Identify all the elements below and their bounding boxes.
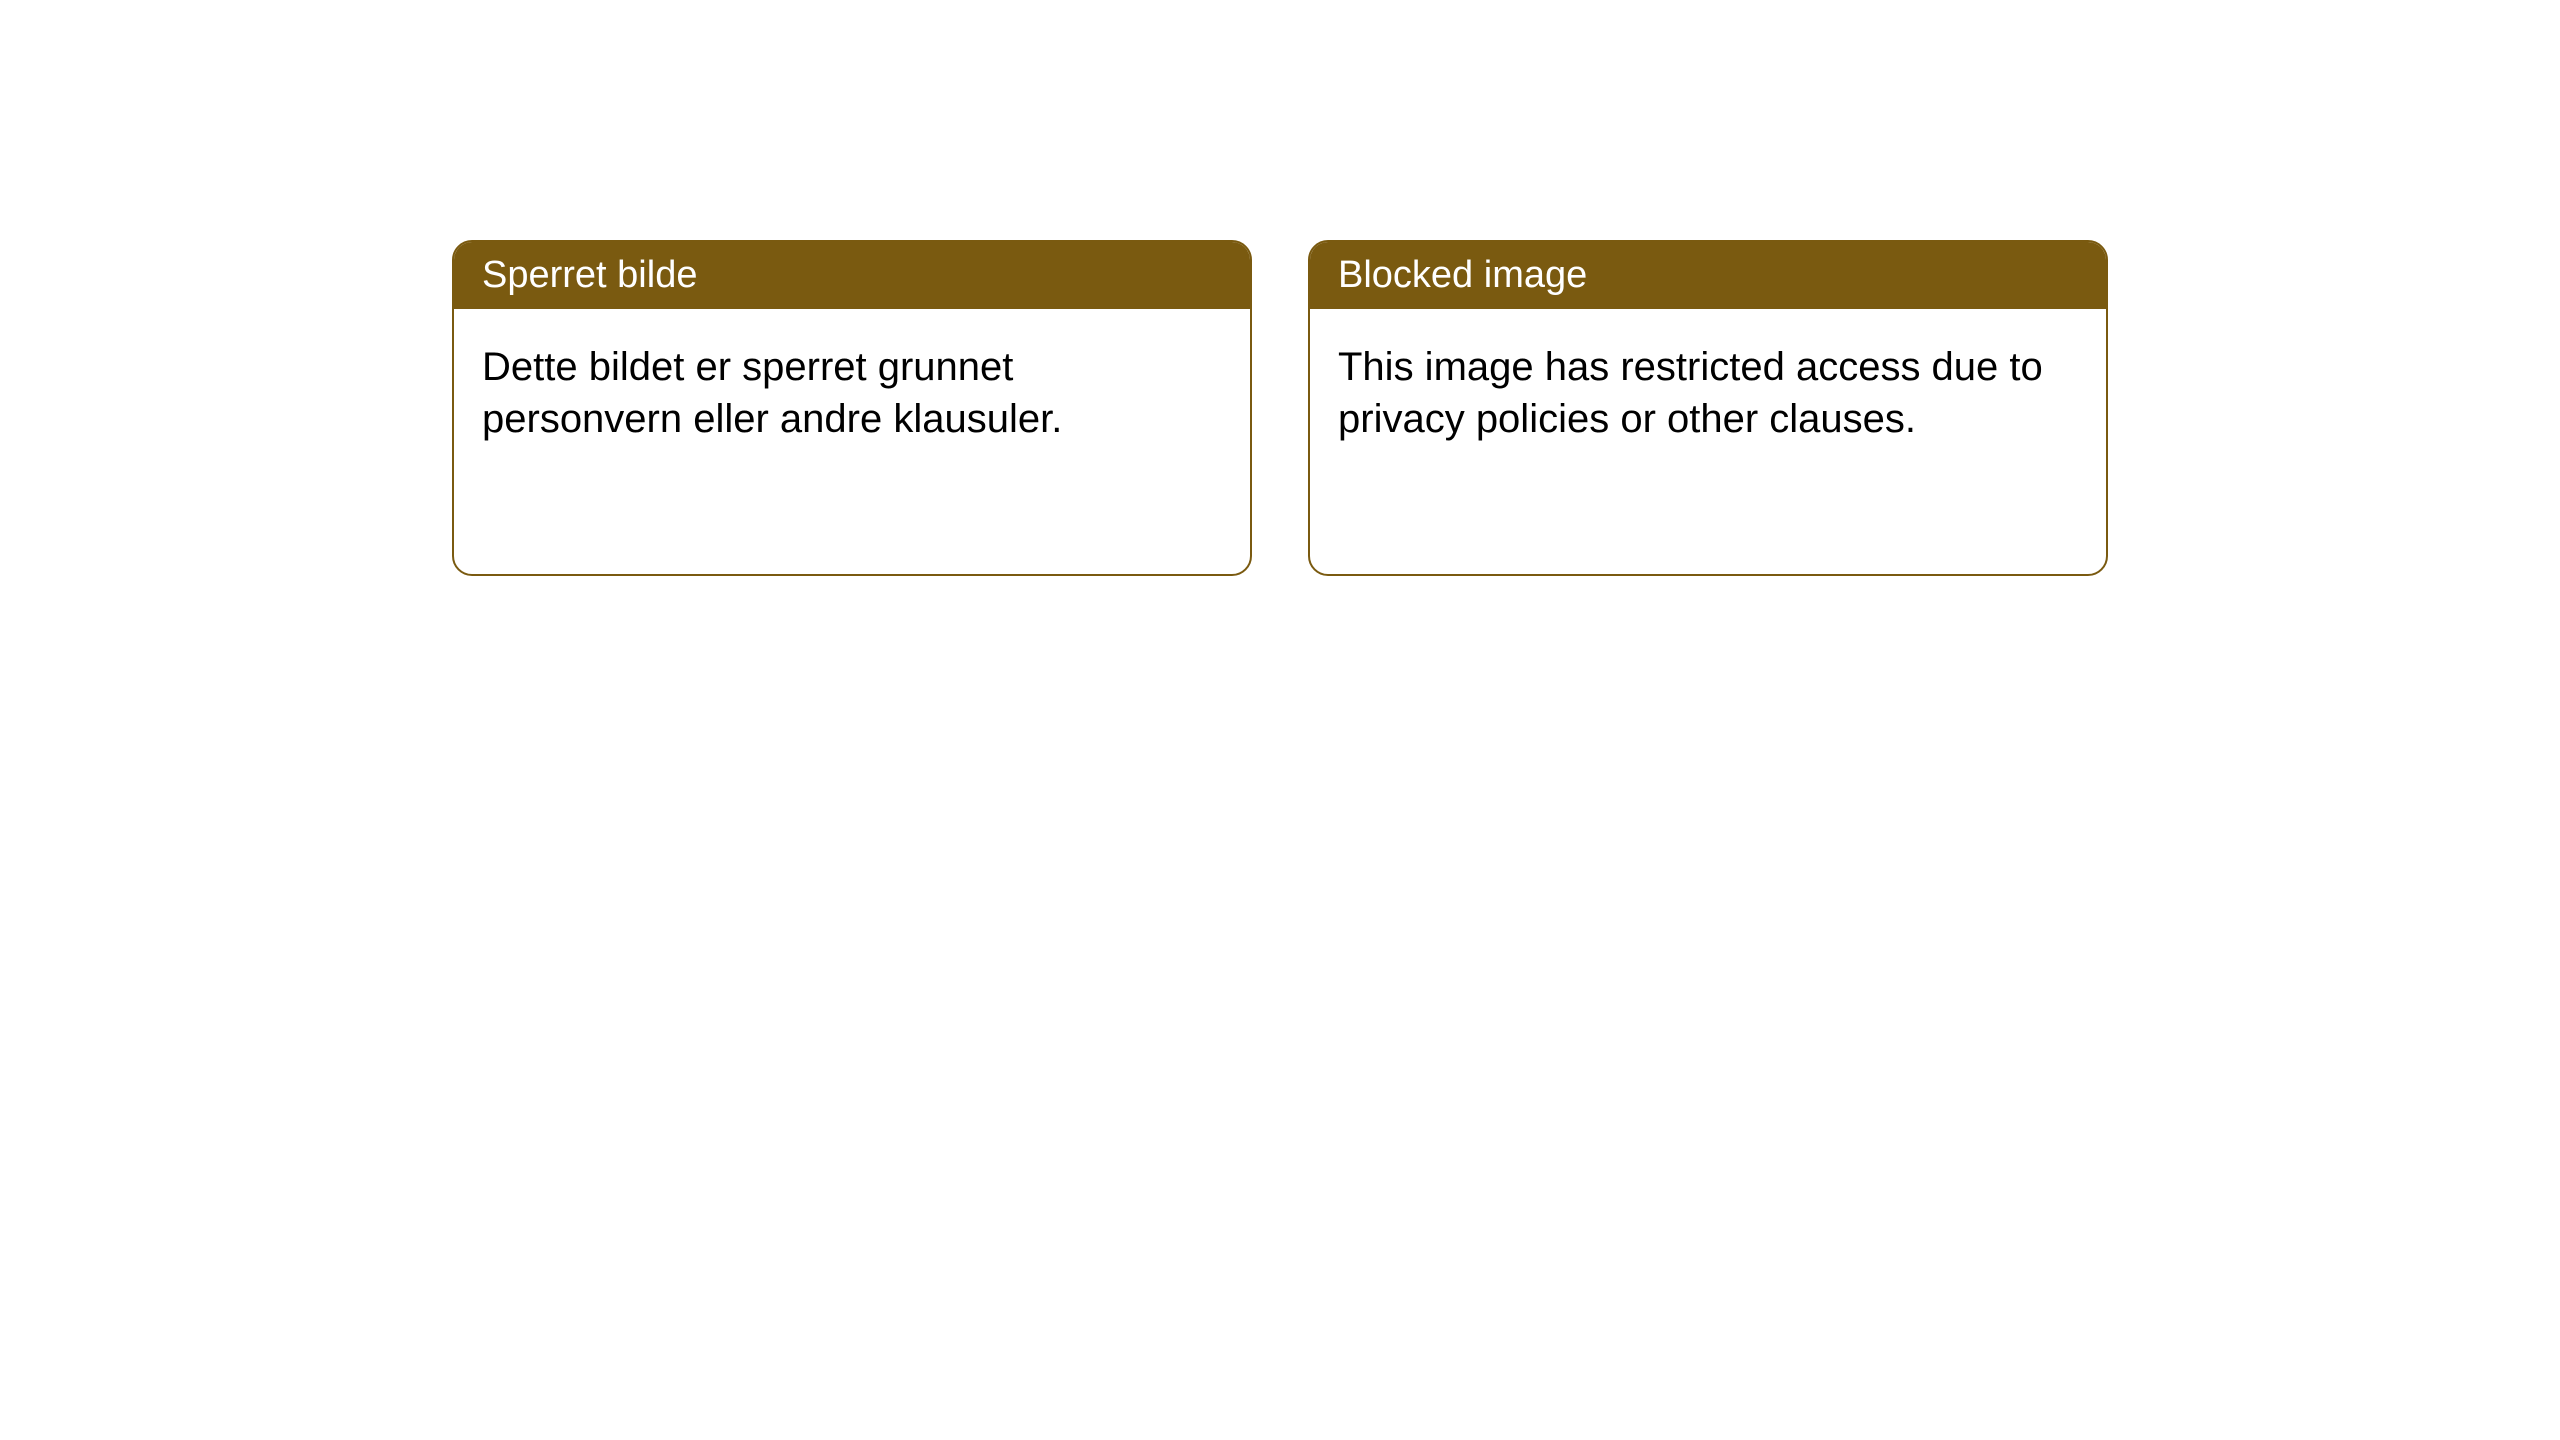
notice-container: Sperret bilde Dette bildet er sperret gr… bbox=[0, 0, 2560, 576]
card-header: Blocked image bbox=[1310, 242, 2106, 309]
card-title: Blocked image bbox=[1338, 254, 1587, 296]
card-header: Sperret bilde bbox=[454, 242, 1250, 309]
blocked-image-card-english: Blocked image This image has restricted … bbox=[1308, 240, 2108, 576]
card-body: Dette bildet er sperret grunnet personve… bbox=[454, 309, 1250, 477]
card-title: Sperret bilde bbox=[482, 254, 697, 296]
card-message: Dette bildet er sperret grunnet personve… bbox=[482, 345, 1062, 441]
card-message: This image has restricted access due to … bbox=[1338, 345, 2043, 441]
card-body: This image has restricted access due to … bbox=[1310, 309, 2106, 477]
blocked-image-card-norwegian: Sperret bilde Dette bildet er sperret gr… bbox=[452, 240, 1252, 576]
